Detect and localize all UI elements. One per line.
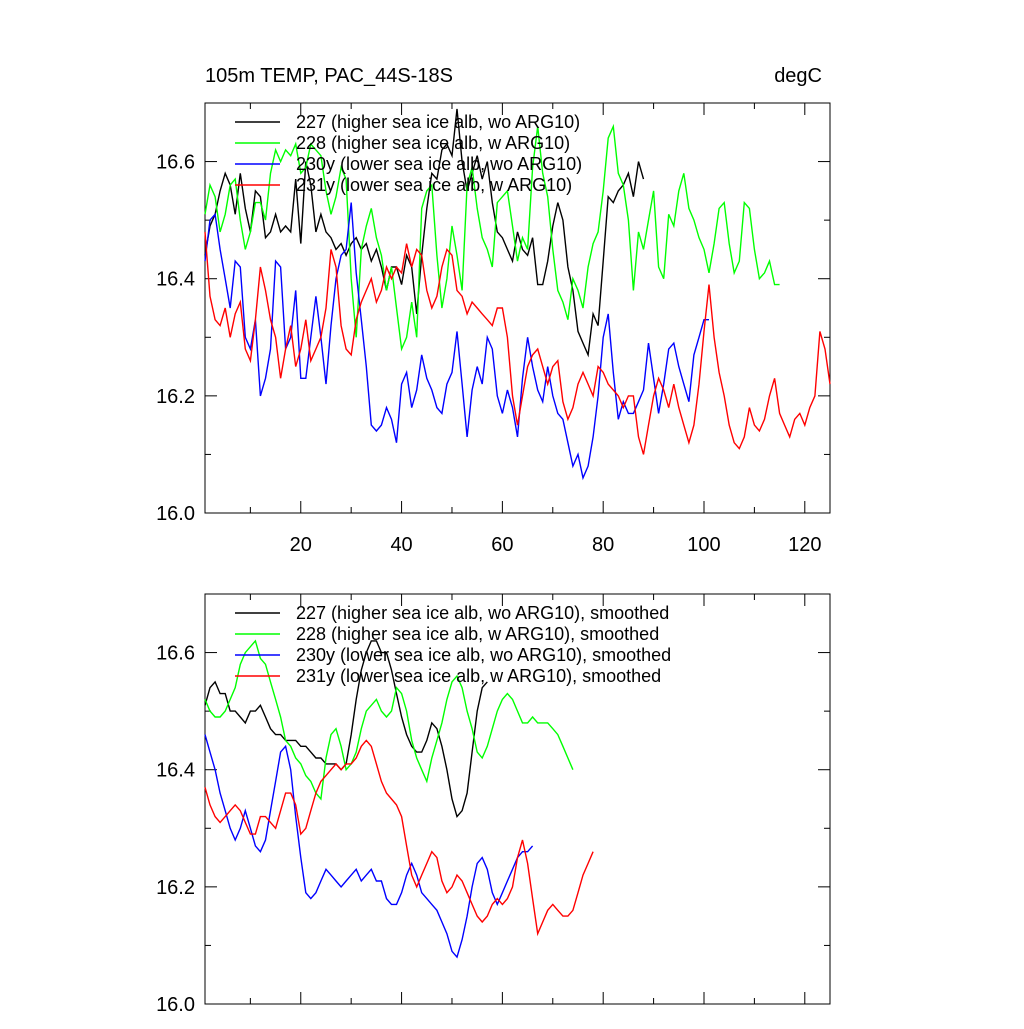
x-tick-label: 20 (290, 534, 312, 556)
bottom-panel: 16.0 16.2 16.4 16.6 227 (higher sea ice alb,… (156, 593, 831, 1016)
x-tick-label: 40 (390, 534, 412, 556)
plot-frame (204, 102, 831, 514)
y-tick-label: 16.2 (156, 386, 195, 408)
series-line-1 (204, 639, 574, 801)
series-line-2 (204, 202, 709, 481)
legend-entry-3: 231y (lower sea ice alb, w ARG10), smoot… (296, 666, 661, 686)
x-tick-label: 80 (592, 534, 614, 556)
plot-frame (204, 593, 831, 1005)
y-tick-label: 16.0 (156, 994, 195, 1016)
series-line-1 (204, 123, 780, 352)
legend-entry-1: 228 (higher sea ice alb, w ARG10) (296, 133, 570, 153)
x-tick-label: 60 (491, 534, 513, 556)
legend-entry-2: 230y (lower sea ice alb, wo ARG10), smoo… (296, 645, 671, 665)
series-line-2 (204, 734, 534, 959)
chart-units: degC (774, 65, 822, 87)
y-tick-label: 16.4 (156, 760, 195, 782)
legend-entry-0: 227 (higher sea ice alb, wo ARG10), smoo… (296, 603, 669, 623)
legend-entry-3: 231y (lower sea ice alb, w ARG10) (296, 175, 572, 195)
legend-entry-2: 230y (lower sea ice alb, wo ARG10) (296, 154, 582, 174)
chart-title: 105m TEMP, PAC_44S-18S (205, 65, 453, 87)
x-tick-label: 100 (687, 534, 720, 556)
series-line-3 (204, 739, 594, 937)
y-tick-label: 16.4 (156, 269, 195, 291)
y-tick-label: 16.0 (156, 503, 195, 525)
x-tick-label: 120 (788, 534, 821, 556)
y-tick-label: 16.6 (156, 643, 195, 665)
y-tick-label: 16.2 (156, 877, 195, 899)
series-line-0 (204, 108, 645, 358)
y-tick-label: 16.6 (156, 152, 195, 174)
legend-entry-1: 228 (higher sea ice alb, w ARG10), smoot… (296, 624, 659, 644)
legend-entry-0: 227 (higher sea ice alb, wo ARG10) (296, 112, 580, 132)
top-panel: 16.0 16.2 16.4 16.6 20 40 60 80 100 120 227 (highe… (156, 102, 831, 556)
series-line-3 (204, 231, 831, 455)
